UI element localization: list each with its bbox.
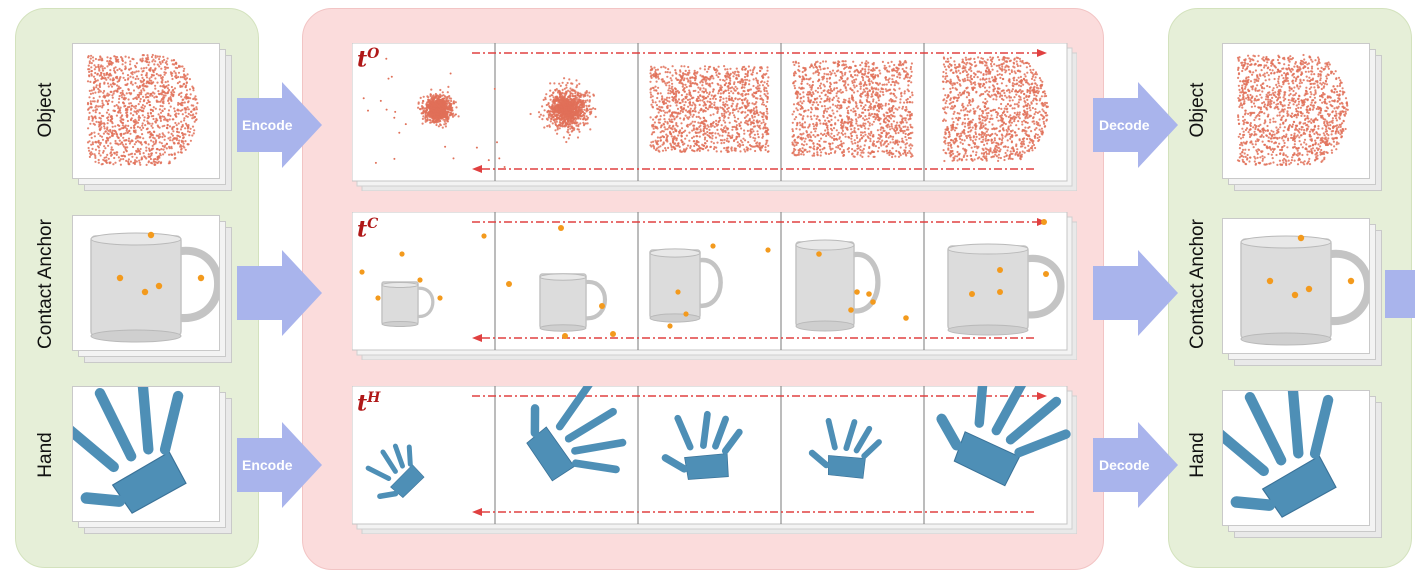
input-label-contact-anchor: Contact Anchor [35, 219, 56, 349]
output-object-stack [1222, 43, 1384, 193]
hand-mesh [1223, 391, 1337, 518]
hand-mesh [73, 387, 187, 514]
output-label-object: Object [1187, 82, 1208, 138]
arrow-contact-out [1093, 250, 1178, 336]
object-point-cloud [86, 53, 199, 166]
object-diffusion-strip [352, 43, 1077, 191]
encode-label-object: Encode [242, 117, 293, 133]
input-label-object: Object [35, 82, 56, 138]
mug-with-anchors [90, 231, 219, 343]
input-contact-stack [72, 215, 234, 365]
input-object-stack [72, 43, 234, 193]
output-label-contact-anchor: Contact Anchor [1187, 219, 1208, 349]
timestep-object-label: tO [357, 46, 380, 73]
input-hand-stack [72, 386, 234, 536]
input-label-hand: Hand [35, 432, 56, 478]
output-hand-stack [1222, 390, 1384, 540]
decode-label-object: Decode [1099, 117, 1150, 133]
output-label-hand: Hand [1187, 432, 1208, 478]
timestep-hand-label: tH [357, 390, 381, 417]
encode-label-hand: Encode [242, 457, 293, 473]
hand-diffusion-strip [352, 386, 1077, 534]
timestep-contact-label: tC [357, 216, 379, 243]
output-contact-stack [1222, 218, 1384, 368]
mug-with-anchors [1240, 234, 1369, 346]
decode-label-hand: Decode [1099, 457, 1150, 473]
contact-diffusion-strip [352, 212, 1077, 360]
object-point-cloud [1236, 53, 1349, 167]
